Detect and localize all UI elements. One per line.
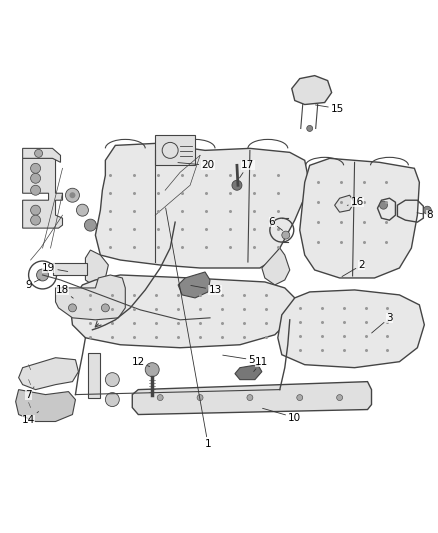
Circle shape — [307, 125, 313, 132]
Polygon shape — [178, 272, 210, 298]
Circle shape — [337, 394, 343, 401]
Polygon shape — [71, 275, 295, 348]
Text: 15: 15 — [315, 103, 344, 114]
Circle shape — [37, 269, 49, 281]
Circle shape — [106, 373, 119, 386]
Circle shape — [247, 394, 253, 401]
Polygon shape — [278, 290, 424, 368]
Text: 18: 18 — [56, 285, 73, 298]
Polygon shape — [85, 250, 108, 285]
Polygon shape — [132, 382, 371, 415]
Polygon shape — [56, 275, 125, 320]
Polygon shape — [23, 158, 63, 228]
Text: 17: 17 — [240, 160, 254, 178]
Circle shape — [66, 188, 79, 202]
Polygon shape — [300, 158, 419, 278]
Text: 14: 14 — [22, 411, 39, 424]
Circle shape — [424, 206, 431, 214]
Polygon shape — [335, 195, 355, 212]
Text: 3: 3 — [371, 313, 393, 333]
Text: 1: 1 — [166, 208, 212, 449]
Circle shape — [232, 180, 242, 190]
Text: 4: 4 — [0, 532, 1, 533]
Text: 8: 8 — [417, 210, 433, 220]
Circle shape — [106, 393, 119, 407]
Circle shape — [31, 163, 41, 173]
Polygon shape — [262, 248, 290, 285]
Circle shape — [31, 205, 41, 215]
Text: 7: 7 — [25, 387, 34, 400]
Circle shape — [157, 394, 163, 401]
Circle shape — [145, 362, 159, 377]
Text: 13: 13 — [191, 285, 222, 295]
Text: 10: 10 — [262, 408, 301, 423]
Polygon shape — [292, 76, 332, 104]
Circle shape — [101, 304, 110, 312]
Circle shape — [31, 173, 41, 183]
Bar — [88, 353, 100, 398]
Text: 20: 20 — [178, 160, 215, 171]
Bar — [53, 263, 88, 275]
Text: 6: 6 — [268, 217, 283, 230]
Circle shape — [68, 304, 77, 312]
Circle shape — [35, 149, 42, 157]
Circle shape — [297, 394, 303, 401]
Circle shape — [379, 201, 388, 209]
Circle shape — [31, 215, 41, 225]
Text: 16: 16 — [347, 197, 364, 207]
Circle shape — [77, 204, 88, 216]
Text: 5: 5 — [223, 354, 255, 365]
Polygon shape — [16, 390, 75, 422]
Circle shape — [197, 394, 203, 401]
Circle shape — [85, 219, 96, 231]
Polygon shape — [95, 143, 310, 268]
Bar — [155, 135, 195, 165]
Polygon shape — [19, 358, 78, 390]
Circle shape — [282, 231, 290, 239]
Text: 12: 12 — [132, 357, 150, 367]
Text: 9: 9 — [25, 279, 40, 290]
Polygon shape — [23, 148, 60, 163]
Text: 2: 2 — [342, 260, 365, 277]
Text: 19: 19 — [42, 263, 68, 273]
Circle shape — [31, 185, 41, 195]
Polygon shape — [235, 365, 262, 379]
Circle shape — [70, 192, 75, 198]
Text: 11: 11 — [254, 357, 268, 372]
